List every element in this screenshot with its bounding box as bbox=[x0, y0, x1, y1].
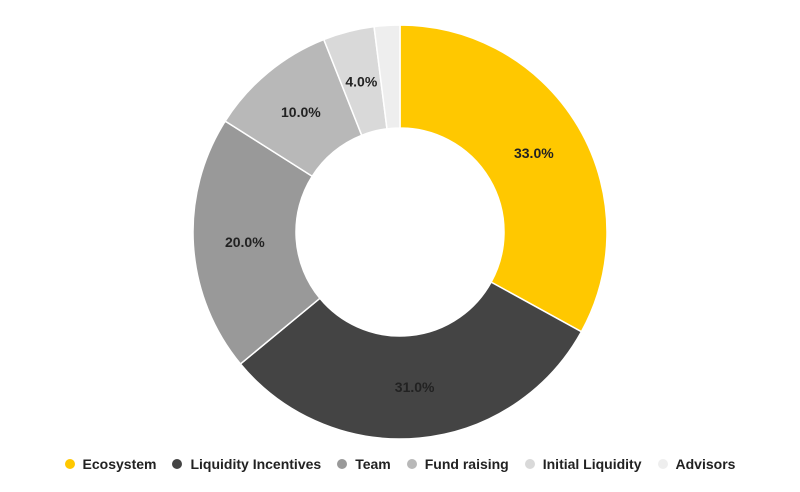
donut-chart: 33.0% 31.0% 20.0% 10.0% 4.0% bbox=[192, 24, 608, 440]
slice-advisors bbox=[373, 24, 401, 130]
donut-slices bbox=[192, 24, 608, 440]
legend-label: Advisors bbox=[675, 456, 736, 472]
slice-label-ecosystem: 33.0% bbox=[514, 145, 554, 161]
slice-liquidity-incentives bbox=[239, 281, 583, 440]
slice-ecosystem bbox=[399, 24, 608, 333]
legend-label: Liquidity Incentives bbox=[190, 456, 322, 472]
legend-item-team[interactable]: Team bbox=[337, 456, 391, 472]
slice-label-initial-liquidity: 4.0% bbox=[345, 73, 377, 89]
legend-item-ecosystem[interactable]: Ecosystem bbox=[64, 456, 157, 472]
legend-label: Ecosystem bbox=[82, 456, 157, 472]
legend-marker bbox=[337, 459, 348, 469]
legend-marker bbox=[64, 459, 75, 469]
slice-labels: 33.0% 31.0% 20.0% 10.0% 4.0% bbox=[225, 73, 554, 394]
legend-item-initial-liquidity[interactable]: Initial Liquidity bbox=[524, 456, 642, 472]
legend-label: Initial Liquidity bbox=[542, 456, 642, 472]
legend-item-liquidity-incentives[interactable]: Liquidity Incentives bbox=[172, 456, 321, 472]
legend-item-fund-raising[interactable]: Fund raising bbox=[406, 456, 509, 472]
legend-marker bbox=[172, 459, 183, 469]
legend-marker bbox=[524, 459, 535, 469]
slice-team bbox=[192, 120, 321, 366]
slice-label-liquidity-incentives: 31.0% bbox=[395, 379, 435, 395]
slice-label-fund-raising: 10.0% bbox=[281, 104, 321, 120]
slice-label-team: 20.0% bbox=[225, 234, 265, 250]
legend-item-advisors[interactable]: Advisors bbox=[657, 456, 736, 472]
legend-marker bbox=[406, 459, 417, 469]
legend-label: Fund raising bbox=[424, 456, 509, 472]
chart-legend: Ecosystem Liquidity Incentives Team Fund ra… bbox=[0, 452, 800, 476]
legend-marker bbox=[657, 459, 668, 469]
legend-label: Team bbox=[355, 456, 391, 472]
